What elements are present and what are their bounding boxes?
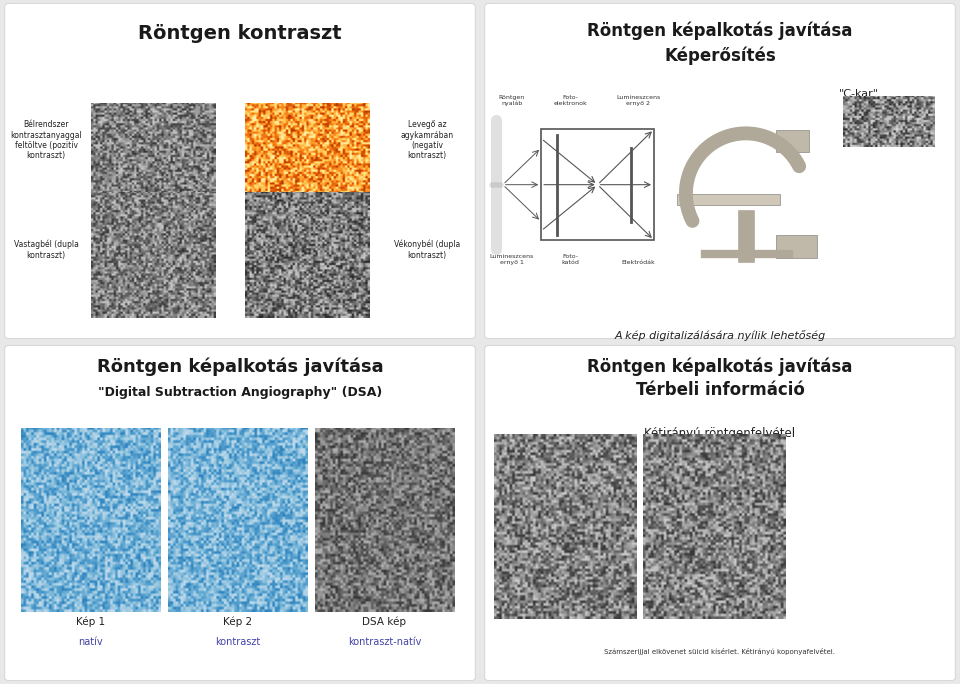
Text: A kép digitalizálására nyílik lehetőség: A kép digitalizálására nyílik lehetőség [614, 330, 826, 341]
Text: Kép 1: Kép 1 [76, 617, 106, 627]
Text: Röntgen kontraszt: Röntgen kontraszt [138, 24, 342, 43]
Text: "C-kar": "C-kar" [839, 89, 879, 99]
Text: Lumineszcens
ernyő 1: Lumineszcens ernyő 1 [490, 254, 534, 265]
FancyBboxPatch shape [485, 3, 955, 339]
FancyBboxPatch shape [5, 3, 475, 339]
Text: Foto-
katód: Foto- katód [562, 254, 580, 265]
Text: Kétirányú röntgenfelvétel: Kétirányú röntgenfelvétel [644, 428, 796, 440]
Text: Foto-
elektronok: Foto- elektronok [554, 96, 588, 106]
Text: Kép 2: Kép 2 [223, 617, 252, 627]
Text: kontraszt-natív: kontraszt-natív [348, 637, 421, 648]
Text: Röntgen képalkotás javítása: Röntgen képalkotás javítása [97, 357, 383, 376]
Bar [677, 194, 780, 205]
Text: Röntgen képalkotás javítása
Képerősítés: Röntgen képalkotás javítása Képerősítés [588, 22, 852, 65]
Text: kontraszt: kontraszt [215, 637, 260, 648]
Text: Vastagbél (dupla
kontraszt): Vastagbél (dupla kontraszt) [13, 239, 79, 260]
Text: Levegő az
agykamrában
(negatív
kontraszt): Levegő az agykamrában (negatív kontraszt… [400, 120, 454, 160]
Text: natív: natív [79, 637, 103, 648]
Text: Röntgen képalkotás javítása
Térbeli információ: Röntgen képalkotás javítása Térbeli info… [588, 357, 852, 399]
Text: Lumineszcens
ernyő 2: Lumineszcens ernyő 2 [616, 96, 660, 106]
Text: Vékonybél (dupla
kontraszt): Vékonybél (dupla kontraszt) [394, 239, 461, 260]
Text: Röntgen
nyaláb: Röntgen nyaláb [499, 95, 525, 106]
Text: "Digital Subtraction Angiography" (DSA): "Digital Subtraction Angiography" (DSA) [98, 386, 382, 399]
Bar [776, 235, 817, 258]
Text: Elektródák: Elektródák [621, 260, 655, 265]
FancyBboxPatch shape [5, 345, 475, 681]
Text: Számszerijjal elkövenet süicid kísérlet. Kétirányú koponyafelvétel.: Számszerijjal elkövenet süicid kísérlet.… [605, 648, 835, 655]
Text: DSA kép: DSA kép [363, 617, 406, 627]
Text: Bélrendszer
kontrasztanyaggal
feltöltve (pozitív
kontraszt): Bélrendszer kontrasztanyaggal feltöltve … [11, 120, 82, 160]
Bar [541, 129, 654, 240]
FancyBboxPatch shape [485, 345, 955, 681]
Bar [776, 130, 809, 153]
